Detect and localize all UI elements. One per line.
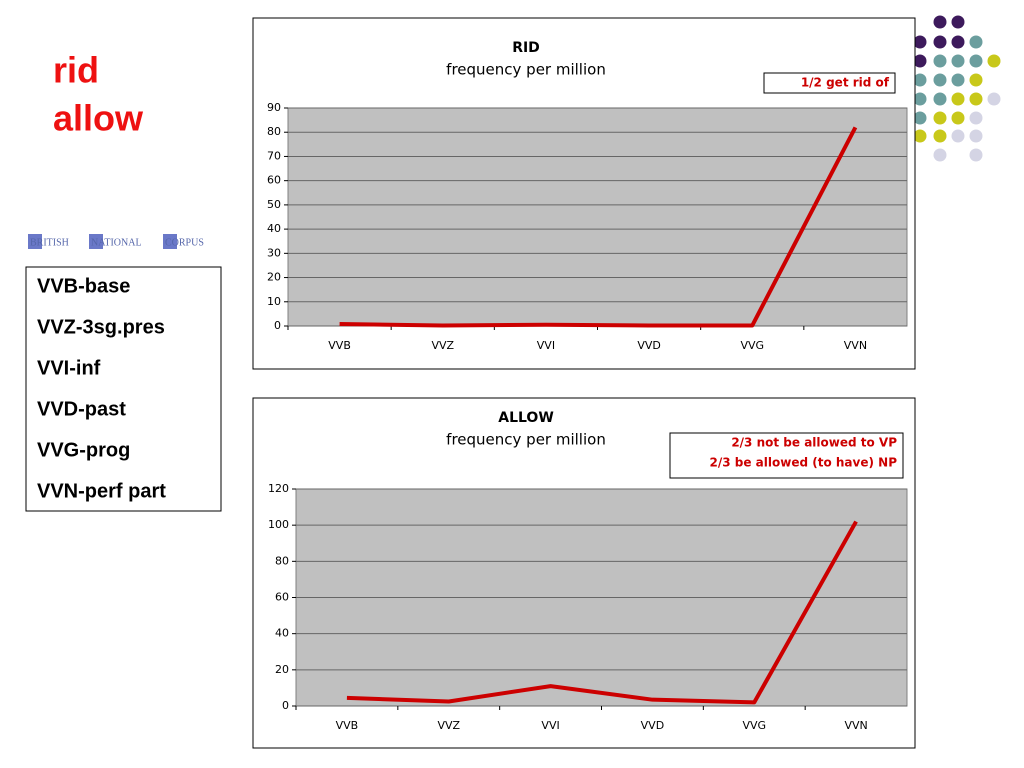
- tag-item: VVN-perf part: [37, 480, 166, 502]
- annotation: 2/3 be allowed (to have) NP: [710, 456, 898, 470]
- decor-dot: [933, 15, 947, 29]
- decor-dot: [933, 111, 947, 125]
- y-tick-label: 100: [268, 518, 289, 531]
- y-tick-label: 20: [267, 271, 281, 284]
- y-tick-label: 20: [275, 663, 289, 676]
- decor-dot: [951, 111, 965, 125]
- x-tick-label: VVI: [541, 719, 559, 732]
- y-tick-label: 60: [275, 591, 289, 604]
- tag-item: VVI-inf: [37, 357, 101, 379]
- annotation-box: [669, 432, 904, 479]
- decor-dot: [969, 54, 983, 68]
- x-tick-label: VVI: [537, 339, 555, 352]
- tag-item: VVZ-3sg.pres: [37, 316, 165, 338]
- logo-word: BRITISH: [30, 237, 69, 248]
- tag-item: VVD-past: [37, 398, 126, 420]
- decor-dot: [933, 54, 947, 68]
- x-tick-label: VVZ: [437, 719, 460, 732]
- tag-box: [25, 266, 222, 512]
- decor-dot: [951, 92, 965, 106]
- x-tick-label: VVN: [844, 339, 867, 352]
- x-tick-label: VVN: [844, 719, 867, 732]
- y-tick-label: 80: [275, 554, 289, 567]
- decor-dot: [969, 111, 983, 125]
- decor-dot: [969, 148, 983, 162]
- decor-dot: [951, 15, 965, 29]
- y-tick-label: 80: [267, 125, 281, 138]
- y-tick-label: 0: [274, 319, 281, 332]
- decor-dot: [951, 54, 965, 68]
- y-tick-label: 90: [267, 101, 281, 114]
- logo-box: [89, 234, 103, 249]
- x-tick-label: VVZ: [431, 339, 454, 352]
- x-tick-label: VVD: [641, 719, 665, 732]
- decor-dot: [933, 73, 947, 87]
- x-tick-label: VVD: [637, 339, 661, 352]
- y-tick-label: 120: [268, 482, 289, 495]
- y-tick-label: 40: [275, 627, 289, 640]
- y-tick-label: 0: [282, 699, 289, 712]
- chart-title: ALLOW: [498, 410, 554, 426]
- y-tick-label: 40: [267, 222, 281, 235]
- chart-title: RID: [512, 40, 540, 56]
- x-tick-label: VVB: [328, 339, 351, 352]
- chart-subtitle: frequency per million: [446, 431, 606, 449]
- decor-dot: [951, 35, 965, 49]
- tag-item: VVB-base: [37, 275, 130, 297]
- y-tick-label: 30: [267, 246, 281, 259]
- y-tick-label: 10: [267, 295, 281, 308]
- y-tick-label: 50: [267, 198, 281, 211]
- x-tick-label: VVG: [740, 339, 764, 352]
- slide-title: rid: [53, 50, 99, 91]
- x-tick-label: VVB: [336, 719, 359, 732]
- decor-dot: [913, 73, 927, 87]
- decor-dot: [951, 129, 965, 143]
- plot-area: [287, 107, 908, 327]
- logo-word: CORPUS: [165, 237, 204, 248]
- annotation: 2/3 not be allowed to VP: [731, 436, 897, 450]
- x-tick-label: VVG: [742, 719, 766, 732]
- data-line: [346, 520, 858, 705]
- decor-dot: [913, 54, 927, 68]
- decor-dot: [969, 73, 983, 87]
- decor-dot: [913, 35, 927, 49]
- logo-box: [28, 234, 42, 249]
- slide-title: allow: [53, 98, 144, 139]
- decor-dot: [987, 54, 1001, 68]
- logo-box: [163, 234, 177, 249]
- decor-dot: [913, 129, 927, 143]
- annotation-box: [763, 72, 896, 94]
- logo: BRITISH NATIONAL CORPUS: [28, 234, 204, 249]
- decor-dot: [933, 35, 947, 49]
- decor-dot: [969, 129, 983, 143]
- chart-subtitle: frequency per million: [446, 61, 606, 79]
- y-tick-label: 70: [267, 149, 281, 162]
- data-line: [339, 126, 858, 328]
- decor-dot: [933, 148, 947, 162]
- decor-dot: [933, 129, 947, 143]
- tag-item: VVG-prog: [37, 439, 130, 461]
- decor-dot: [969, 35, 983, 49]
- decor-dot: [913, 111, 927, 125]
- decor-dot: [969, 92, 983, 106]
- y-tick-label: 60: [267, 174, 281, 187]
- decor-dot: [987, 92, 1001, 106]
- annotation: 1/2 get rid of: [801, 76, 890, 90]
- decor-dot: [933, 92, 947, 106]
- decor-dot: [913, 92, 927, 106]
- logo-word: NATIONAL: [91, 237, 142, 248]
- decor-dot: [951, 73, 965, 87]
